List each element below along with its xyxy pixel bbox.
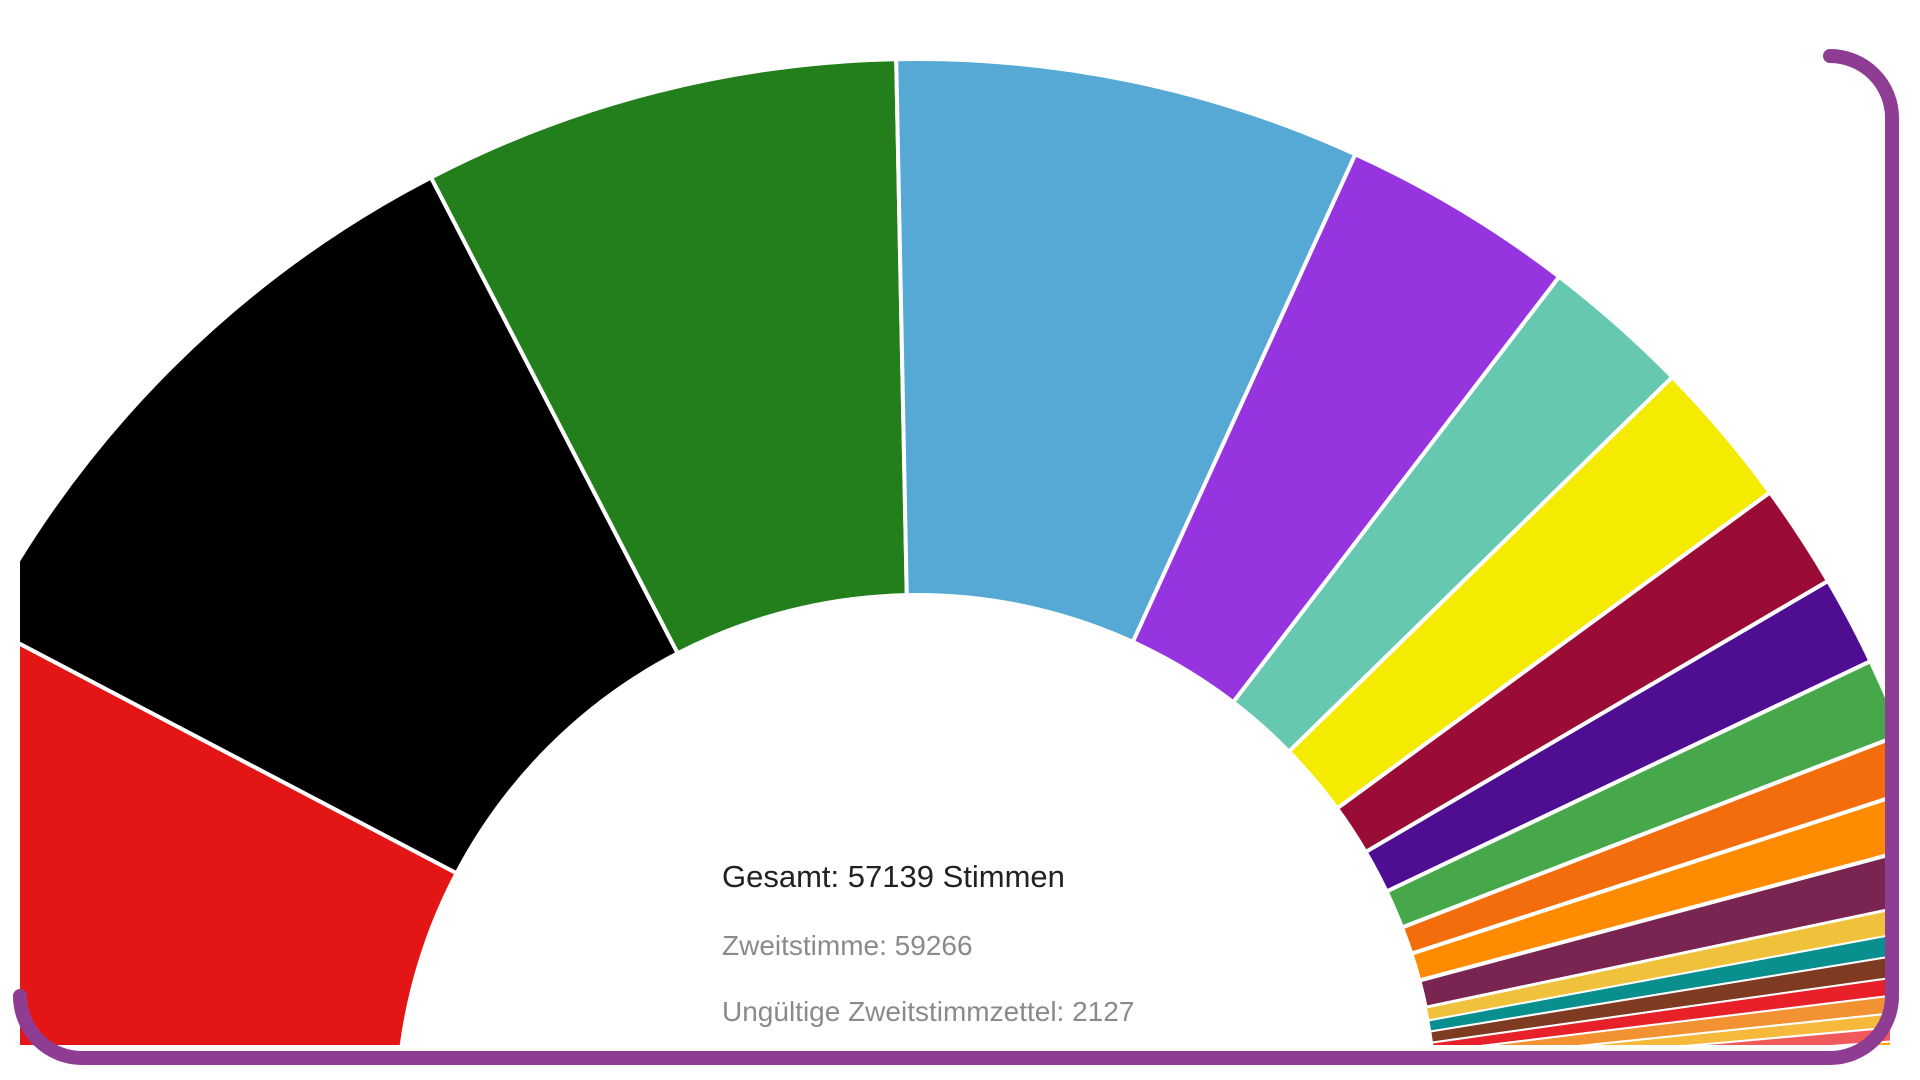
chart-slice-24[interactable] [1437,1070,1920,1080]
chart-slice-20[interactable] [1435,1021,1920,1076]
chart-slice-17[interactable] [1430,968,1920,1052]
second-vote-label: Zweitstimme: 59266 [722,930,973,962]
chart-slice-3[interactable] [428,57,909,657]
chart-slice-4[interactable] [894,57,1359,645]
vote-summary: Gesamt: 57139 Stimmen Zweitstimme: 59266… [722,858,1322,1060]
chart-slice-2[interactable] [0,174,681,876]
invalid-second-vote-label: Ungültige Zweitstimmzettel: 2127 [722,995,1135,1027]
chart-slices [0,57,1920,1080]
chart-slice-18[interactable] [1433,987,1920,1061]
total-votes-label: Gesamt: 57139 Stimmen [722,859,1065,894]
panel-frame-border [13,49,1899,1065]
chart-slice-19[interactable] [1434,1005,1920,1068]
chart-slice-1[interactable] [0,624,460,1080]
